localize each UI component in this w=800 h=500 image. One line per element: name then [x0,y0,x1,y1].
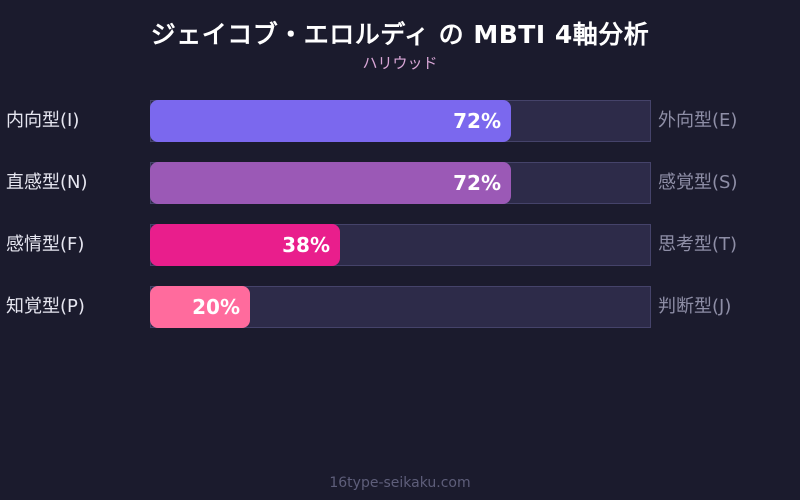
bar-percent-label: 38% [282,233,330,257]
axis-row: 知覚型(P) 20% 判断型(J) [0,286,800,328]
axis-row: 感情型(F) 38% 思考型(T) [0,224,800,266]
axis-row: 内向型(I) 72% 外向型(E) [0,100,800,142]
axis-right-label: 思考型(T) [658,234,738,255]
chart-subtitle: ハリウッド [362,54,438,72]
bar-percent-label: 20% [192,295,240,319]
chart-title: ジェイコブ・エロルディ の MBTI 4軸分析 [150,20,650,49]
axis-right-label: 外向型(E) [658,110,738,131]
bar-percent-label: 72% [453,171,501,195]
bar-fill [150,224,340,266]
axis-left-label: 感情型(F) [6,234,85,255]
axis-left-label: 内向型(I) [6,110,80,131]
bar-fill [150,162,511,204]
bar-percent-label: 72% [453,109,501,133]
bar-fill [150,286,250,328]
axis-right-label: 判断型(J) [658,296,732,317]
bar-fill [150,100,511,142]
axis-row: 直感型(N) 72% 感覚型(S) [0,162,800,204]
axis-left-label: 知覚型(P) [6,296,85,317]
axis-right-label: 感覚型(S) [658,172,738,193]
footer-source: 16type-seikaku.com [329,475,471,491]
axis-left-label: 直感型(N) [6,172,88,193]
